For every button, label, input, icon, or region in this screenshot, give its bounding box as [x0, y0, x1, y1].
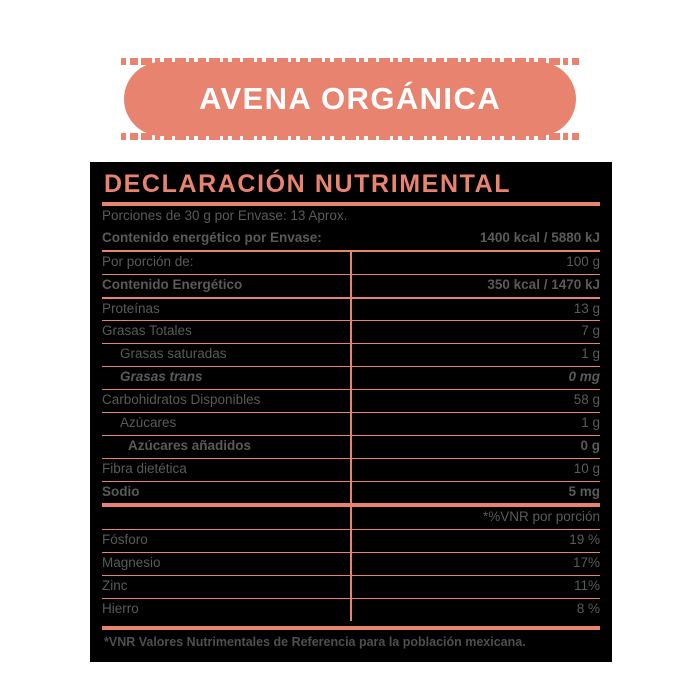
title-underline	[102, 202, 600, 206]
energy-content-label: Contenido Energético	[102, 273, 351, 298]
table-bottom-rule	[102, 625, 600, 630]
total-fat-value: 7 g	[350, 320, 600, 344]
table-row-sugars: Azúcares 1 g	[102, 411, 600, 436]
table-row-added-sugars: Azúcares añadidos 0 g	[102, 434, 600, 459]
energy-per-package-value: 1400 kcal / 5880 kJ	[479, 229, 600, 245]
magnesium-value: 17%	[350, 552, 600, 576]
iron-label: Hierro	[102, 597, 351, 621]
added-sugars-label: Azúcares añadidos	[102, 434, 351, 459]
dietary-fiber-label: Fibra dietética	[102, 457, 351, 481]
servings-label: Porciones de 30 g por Envase: 13 Aprox.	[102, 208, 348, 223]
table-row-saturated-fat: Grasas saturadas 1 g	[102, 343, 600, 367]
energy-per-package-label: Contenido energético por Envase:	[102, 229, 322, 245]
carbohydrates-label: Carbohidratos Disponibles	[102, 389, 351, 413]
table-row-zinc: Zinc 11%	[102, 575, 600, 599]
total-fat-label: Grasas Totales	[102, 320, 351, 344]
product-badge: AVENA ORGÁNICA	[121, 58, 579, 140]
table-row-dietary-fiber: Fibra dietética 10 g	[102, 457, 600, 481]
table-row-protein: Proteínas 13 g	[102, 296, 600, 321]
sugars-value: 1 g	[350, 411, 600, 436]
added-sugars-value: 0 g	[350, 434, 600, 459]
dietary-fiber-value: 10 g	[350, 457, 600, 481]
table-row-portion-size: Por porción de: 100 g	[102, 249, 600, 275]
magnesium-label: Magnesio	[102, 552, 351, 576]
iron-value: 8 %	[350, 597, 600, 621]
table-row-total-fat: Grasas Totales 7 g	[102, 320, 600, 344]
table-row-carbohydrates: Carbohidratos Disponibles 58 g	[102, 389, 600, 413]
sodium-value: 5 mg	[350, 480, 600, 506]
table-row-energy-content: Contenido Energético 350 kcal / 1470 kJ	[102, 273, 600, 298]
trans-fat-value: 0 mg	[350, 366, 600, 390]
table-row-phosphorus: Fósforo 19 %	[102, 529, 600, 553]
product-name-label: AVENA ORGÁNICA	[198, 81, 502, 116]
nutrition-facts-panel: DECLARACIÓN NUTRIMENTAL Porciones de 30 …	[90, 162, 612, 662]
sugars-label: Azúcares	[102, 411, 351, 436]
nutrition-table-body: Porciones de 30 g por Envase: 13 Aprox. …	[102, 206, 600, 621]
saturated-fat-value: 1 g	[350, 343, 600, 367]
table-row-magnesium: Magnesio 17%	[102, 552, 600, 576]
vnr-header-empty-label	[102, 503, 351, 530]
sodium-label: Sodio	[102, 480, 351, 506]
vnr-footnote: *VNR Valores Nutrimentales de Referencia…	[104, 634, 526, 649]
energy-content-value: 350 kcal / 1470 kJ	[350, 273, 600, 298]
nutrition-table: Porciones de 30 g por Envase: 13 Aprox. …	[102, 206, 600, 621]
portion-size-label: Por porción de:	[102, 249, 351, 275]
protein-value: 13 g	[350, 296, 600, 321]
zinc-value: 11%	[350, 575, 600, 599]
table-row-trans-fat: Grasas trans 0 mg	[102, 366, 600, 390]
phosphorus-value: 19 %	[350, 529, 600, 553]
portion-size-value: 100 g	[350, 249, 600, 275]
table-row-sodium: Sodio 5 mg	[102, 480, 600, 506]
table-row-servings: Porciones de 30 g por Envase: 13 Aprox.	[102, 206, 600, 228]
table-row-vnr-header: *%VNR por porción	[102, 503, 600, 530]
product-badge-container: AVENA ORGÁNICA	[0, 58, 700, 140]
trans-fat-label: Grasas trans	[102, 366, 351, 390]
carbohydrates-value: 58 g	[350, 389, 600, 413]
protein-label: Proteínas	[102, 296, 351, 321]
vnr-header-value: *%VNR por porción	[350, 503, 600, 530]
saturated-fat-label: Grasas saturadas	[102, 343, 351, 367]
zinc-label: Zinc	[102, 575, 351, 599]
phosphorus-label: Fósforo	[102, 529, 351, 553]
panel-title: DECLARACIÓN NUTRIMENTAL	[104, 170, 512, 198]
table-row-energy-per-package: Contenido energético por Envase: 1400 kc…	[102, 228, 600, 251]
table-row-iron: Hierro 8 %	[102, 597, 600, 621]
